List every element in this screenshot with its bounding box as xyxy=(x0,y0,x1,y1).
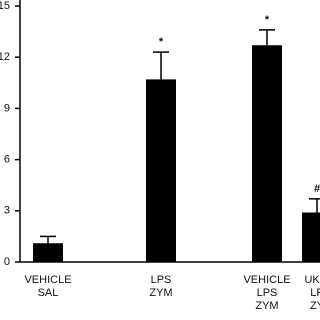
x-tick-label: VEHICLE xyxy=(24,274,71,286)
y-tick-label: 12 xyxy=(0,51,10,63)
bar xyxy=(252,45,282,263)
y-tick-label: 6 xyxy=(4,154,10,166)
x-tick-label: ZYM xyxy=(149,287,172,299)
y-tick-label: 0 xyxy=(4,256,10,268)
x-tick-label: LP xyxy=(310,287,320,299)
x-tick-label: SAL xyxy=(38,287,59,299)
x-tick-label: VEHICLE xyxy=(243,274,290,286)
bar xyxy=(302,212,320,262)
x-tick-label: ZYM xyxy=(255,300,278,312)
x-tick-label: UK-7 xyxy=(304,274,320,286)
x-tick-label: ZY xyxy=(310,300,320,312)
bar xyxy=(33,243,63,262)
y-tick-label: 15 xyxy=(0,0,10,12)
x-tick-label: LPS xyxy=(257,287,278,299)
significance-mark: # xyxy=(314,183,320,195)
bar xyxy=(146,79,176,263)
significance-mark: * xyxy=(265,14,270,26)
y-tick-label: 3 xyxy=(4,205,10,217)
y-tick-label: 9 xyxy=(4,102,10,114)
significance-mark: * xyxy=(159,36,164,48)
x-tick-label: LPS xyxy=(151,274,172,286)
